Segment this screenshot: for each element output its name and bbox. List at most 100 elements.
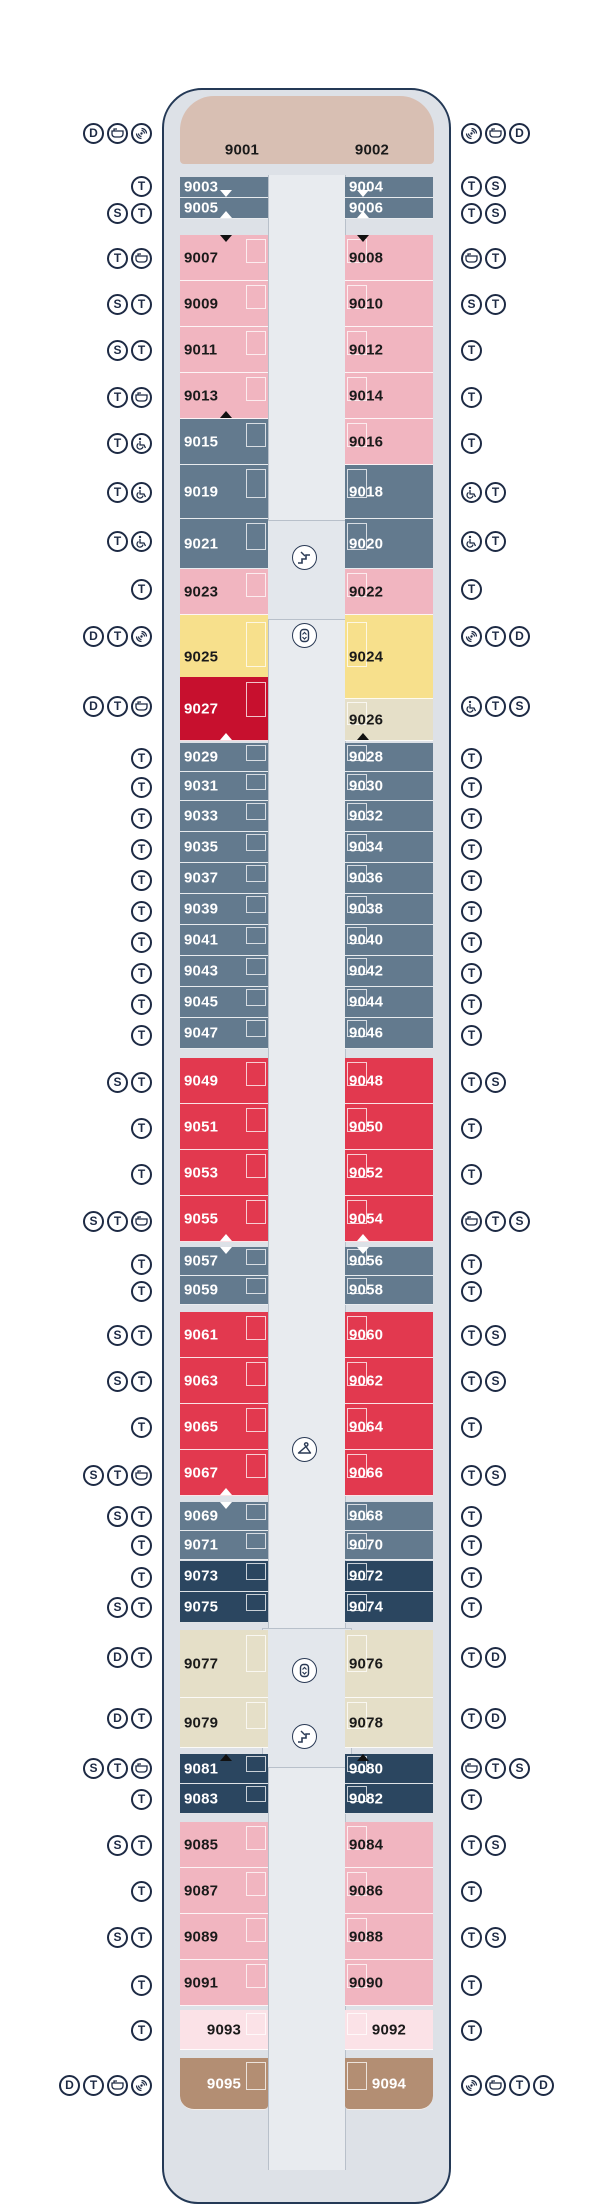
twin-bed-icon: T [461,1835,482,1856]
cabin-9064[interactable]: 9064 [345,1404,433,1450]
cabin-9006[interactable]: 9006 [345,198,433,219]
cabin-9088[interactable]: 9088 [345,1914,433,1960]
cabin-9004[interactable]: 9004 [345,177,433,198]
cabin-9002[interactable]: 9002 [310,124,434,176]
cabin-9001[interactable]: 9001 [180,124,304,176]
cabin-9003[interactable]: 9003 [180,177,268,198]
cabin-9082[interactable]: 9082 [345,1784,433,1814]
cabin-9026[interactable]: 9026 [345,699,433,741]
cabin-9020[interactable]: 9020 [345,519,433,569]
cabin-9095[interactable]: 9095 [180,2058,268,2110]
cabin-9078[interactable]: 9078 [345,1698,433,1748]
cabin-9091[interactable]: 9091 [180,1960,268,2006]
cabin-9068[interactable]: 9068 [345,1502,433,1531]
cabin-9047[interactable]: 9047 [180,1018,268,1049]
cabin-9052[interactable]: 9052 [345,1150,433,1196]
cabin-9018[interactable]: 9018 [345,465,433,519]
cabin-9009[interactable]: 9009 [180,281,268,327]
cabin-9056[interactable]: 9056 [345,1247,433,1276]
cabin-9054[interactable]: 9054 [345,1196,433,1242]
cabin-9022[interactable]: 9022 [345,569,433,615]
cabin-9044[interactable]: 9044 [345,987,433,1018]
cabin-9012[interactable]: 9012 [345,327,433,373]
bathroom-outline [347,1153,367,1179]
cabin-9072[interactable]: 9072 [345,1561,433,1592]
cabin-9034[interactable]: 9034 [345,832,433,863]
twin-bed-icon: T [485,1758,506,1779]
cabin-9069[interactable]: 9069 [180,1502,268,1531]
twin-bed-icon: T [131,340,152,361]
cabin-9059[interactable]: 9059 [180,1276,268,1305]
cabin-9036[interactable]: 9036 [345,863,433,894]
cabin-9031[interactable]: 9031 [180,772,268,801]
cabin-9032[interactable]: 9032 [345,801,433,832]
cabin-9030[interactable]: 9030 [345,772,433,801]
cabin-9084[interactable]: 9084 [345,1822,433,1868]
cabin-9049[interactable]: 9049 [180,1058,268,1104]
cabin-9057[interactable]: 9057 [180,1247,268,1276]
cabin-9042[interactable]: 9042 [345,956,433,987]
cabin-9039[interactable]: 9039 [180,894,268,925]
cabin-9040[interactable]: 9040 [345,925,433,956]
cabin-9014[interactable]: 9014 [345,373,433,419]
cabin-9029[interactable]: 9029 [180,743,268,772]
cabin-9046[interactable]: 9046 [345,1018,433,1049]
cabin-9060[interactable]: 9060 [345,1312,433,1358]
cabin-9094[interactable]: 9094 [345,2058,433,2110]
cabin-9061[interactable]: 9061 [180,1312,268,1358]
cabin-9079[interactable]: 9079 [180,1698,268,1748]
cabin-9087[interactable]: 9087 [180,1868,268,1914]
bathroom-outline [246,865,266,882]
bathroom-outline [347,469,367,499]
cabin-9085[interactable]: 9085 [180,1822,268,1868]
cabin-9055[interactable]: 9055 [180,1196,268,1242]
cabin-9053[interactable]: 9053 [180,1150,268,1196]
cabin-9063[interactable]: 9063 [180,1358,268,1404]
cabin-9050[interactable]: 9050 [345,1104,433,1150]
cabin-9015[interactable]: 9015 [180,419,268,465]
cabin-9021[interactable]: 9021 [180,519,268,569]
cabin-9070[interactable]: 9070 [345,1531,433,1560]
cabin-9058[interactable]: 9058 [345,1276,433,1305]
sofa-bed-icon: S [485,176,506,197]
cabin-9027[interactable]: 9027 [180,677,268,741]
cabin-9065[interactable]: 9065 [180,1404,268,1450]
cabin-9092[interactable]: 9092 [345,2010,433,2050]
cabin-9024[interactable]: 9024 [345,615,433,699]
cabin-9062[interactable]: 9062 [345,1358,433,1404]
cabin-9028[interactable]: 9028 [345,743,433,772]
cabin-9038[interactable]: 9038 [345,894,433,925]
cabin-9073[interactable]: 9073 [180,1561,268,1592]
cabin-9067[interactable]: 9067 [180,1450,268,1496]
cabin-9051[interactable]: 9051 [180,1104,268,1150]
cabin-9010[interactable]: 9010 [345,281,433,327]
cabin-9089[interactable]: 9089 [180,1914,268,1960]
cabin-9071[interactable]: 9071 [180,1531,268,1560]
cabin-9019[interactable]: 9019 [180,465,268,519]
cabin-9093[interactable]: 9093 [180,2010,268,2050]
cabin-9016[interactable]: 9016 [345,419,433,465]
cabin-9081[interactable]: 9081 [180,1754,268,1784]
cabin-9005[interactable]: 9005 [180,198,268,219]
cabin-9077[interactable]: 9077 [180,1630,268,1698]
cabin-9041[interactable]: 9041 [180,925,268,956]
cabin-9007[interactable]: 9007 [180,235,268,281]
cabin-9083[interactable]: 9083 [180,1784,268,1814]
cabin-9035[interactable]: 9035 [180,832,268,863]
cabin-9080[interactable]: 9080 [345,1754,433,1784]
cabin-9045[interactable]: 9045 [180,987,268,1018]
cabin-9033[interactable]: 9033 [180,801,268,832]
cabin-9075[interactable]: 9075 [180,1592,268,1623]
cabin-9048[interactable]: 9048 [345,1058,433,1104]
cabin-9086[interactable]: 9086 [345,1868,433,1914]
cabin-9013[interactable]: 9013 [180,373,268,419]
cabin-9076[interactable]: 9076 [345,1630,433,1698]
cabin-9008[interactable]: 9008 [345,235,433,281]
cabin-9074[interactable]: 9074 [345,1592,433,1623]
cabin-9090[interactable]: 9090 [345,1960,433,2006]
cabin-9066[interactable]: 9066 [345,1450,433,1496]
cabin-9037[interactable]: 9037 [180,863,268,894]
cabin-9023[interactable]: 9023 [180,569,268,615]
cabin-9043[interactable]: 9043 [180,956,268,987]
cabin-9011[interactable]: 9011 [180,327,268,373]
